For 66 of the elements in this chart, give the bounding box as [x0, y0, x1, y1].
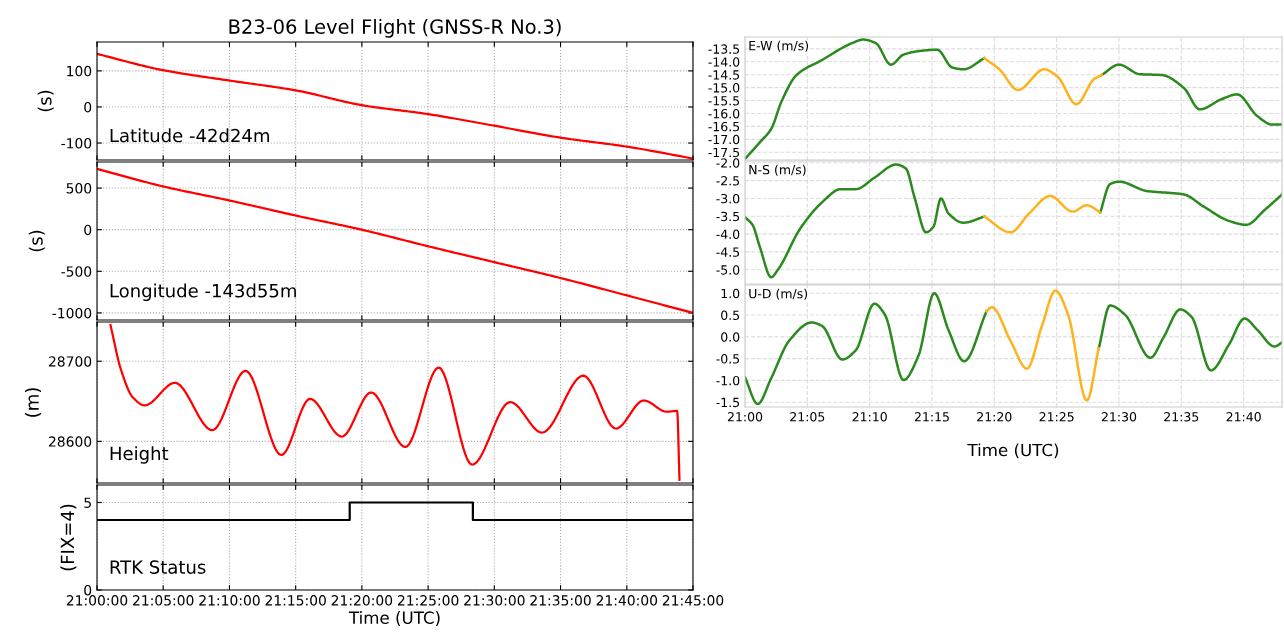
y-axis-title: (FIX=4)	[60, 504, 77, 571]
x-tick-label: 21:25	[1039, 412, 1074, 422]
y-axis-title: (m)	[24, 388, 42, 417]
x-tick-label: 21:10	[852, 412, 887, 422]
y-tick-label: -2.5	[716, 176, 740, 186]
y-tick-label: -3.5	[716, 211, 740, 222]
x-axis-title: Time (UTC)	[967, 443, 1059, 459]
x-tick-label: 21:40:00	[596, 595, 658, 606]
x-tick-label: 21:05	[790, 412, 825, 422]
y-tick-label: -15.5	[708, 96, 740, 106]
x-tick-label: 21:00	[727, 412, 763, 422]
y-tick-label: -16.0	[708, 108, 740, 119]
y-tick-label: -15.0	[708, 83, 740, 93]
x-tick-label: 21:05:00	[133, 595, 194, 606]
y-axis-title: (s)	[28, 230, 45, 252]
y-tick-label: -17.0	[708, 134, 740, 145]
y-tick-label: 28700	[48, 356, 92, 367]
x-tick-label: 21:35:00	[530, 595, 591, 606]
annotation: Height	[110, 446, 169, 464]
annotation: RTK Status	[110, 560, 206, 574]
y-tick-label: 1.0	[721, 288, 740, 299]
x-tick-label: 21:20	[977, 412, 1012, 422]
x-tick-label: 21:35	[1164, 412, 1199, 422]
x-tick-label: 21:20:00	[331, 595, 393, 606]
y-tick-label: -2.0	[716, 158, 740, 168]
annotation: E-W (m/s)	[749, 40, 809, 52]
y-tick-label: -1.5	[716, 397, 740, 408]
y-tick-label: -100	[61, 138, 92, 149]
x-tick-label: 21:00:00	[66, 595, 128, 606]
y-tick-label: -500	[61, 266, 92, 277]
y-tick-label: 0	[84, 584, 92, 596]
chart-title: B23-06 Level Flight (GNSS-R No.3)	[229, 18, 561, 38]
y-tick-label: -14.0	[708, 57, 740, 67]
x-tick-label: 21:15	[914, 412, 949, 422]
x-tick-label: 21:25:00	[397, 595, 459, 606]
x-tick-label: 21:30	[1101, 412, 1137, 422]
y-tick-label: -4.0	[716, 229, 740, 240]
y-axis-title: (s)	[37, 90, 54, 112]
y-tick-label: -5.0	[716, 265, 740, 275]
y-tick-label: 0.5	[721, 310, 740, 320]
y-tick-label: -1.0	[716, 375, 740, 386]
y-tick-label: 0	[84, 101, 92, 113]
x-axis-title: Time (UTC)	[348, 611, 440, 626]
y-tick-label: -17.5	[708, 147, 740, 158]
y-tick-label: 500	[66, 183, 92, 194]
x-tick-label: 21:15:00	[265, 595, 326, 606]
x-tick-label: 21:45:00	[662, 595, 724, 606]
x-tick-label: 21:40	[1226, 412, 1261, 422]
y-tick-label: 5	[84, 497, 91, 508]
y-tick-label: -14.5	[708, 70, 740, 80]
y-tick-label: 0.0	[721, 332, 740, 342]
annotation: Longitude -143d55m	[110, 283, 296, 302]
y-tick-label: -16.5	[708, 121, 740, 132]
y-tick-label: -13.5	[708, 44, 740, 54]
y-tick-label: -1000	[52, 307, 92, 319]
y-tick-label: 0	[84, 224, 92, 236]
annotation: Latitude -42d24m	[110, 128, 269, 143]
annotation: N-S (m/s)	[749, 164, 806, 176]
y-tick-label: 100	[67, 65, 92, 77]
y-tick-label: -3.0	[716, 193, 740, 204]
annotation: U-D (m/s)	[749, 288, 808, 300]
y-tick-label: -0.5	[716, 354, 740, 364]
y-tick-label: -4.5	[716, 247, 740, 257]
x-tick-label: 21:30:00	[464, 595, 525, 606]
x-tick-label: 21:10:00	[199, 595, 260, 606]
y-tick-label: 28600	[48, 436, 92, 447]
